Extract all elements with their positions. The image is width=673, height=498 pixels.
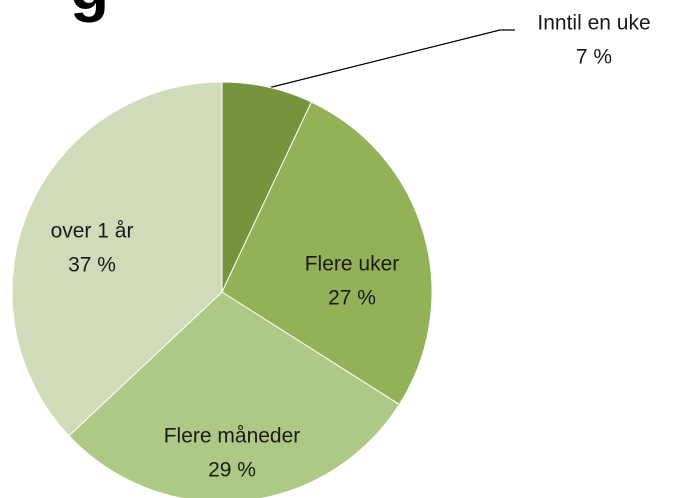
slice-label: over 1 år <box>51 220 134 243</box>
value-label: 29 % <box>208 459 256 482</box>
pie-slice <box>221 101 433 406</box>
slice-label: Flere uker <box>305 253 400 276</box>
value-label: 37 % <box>68 254 116 277</box>
leader-line <box>267 29 515 89</box>
slice-label: Inntil en uke <box>537 12 650 35</box>
chart-title: g <box>70 0 109 23</box>
value-label: 7 % <box>576 46 612 69</box>
pie-slice <box>11 81 223 437</box>
slice-label: Flere måneder <box>164 425 301 448</box>
value-label: 27 % <box>328 287 376 310</box>
pie-slice <box>68 291 400 498</box>
